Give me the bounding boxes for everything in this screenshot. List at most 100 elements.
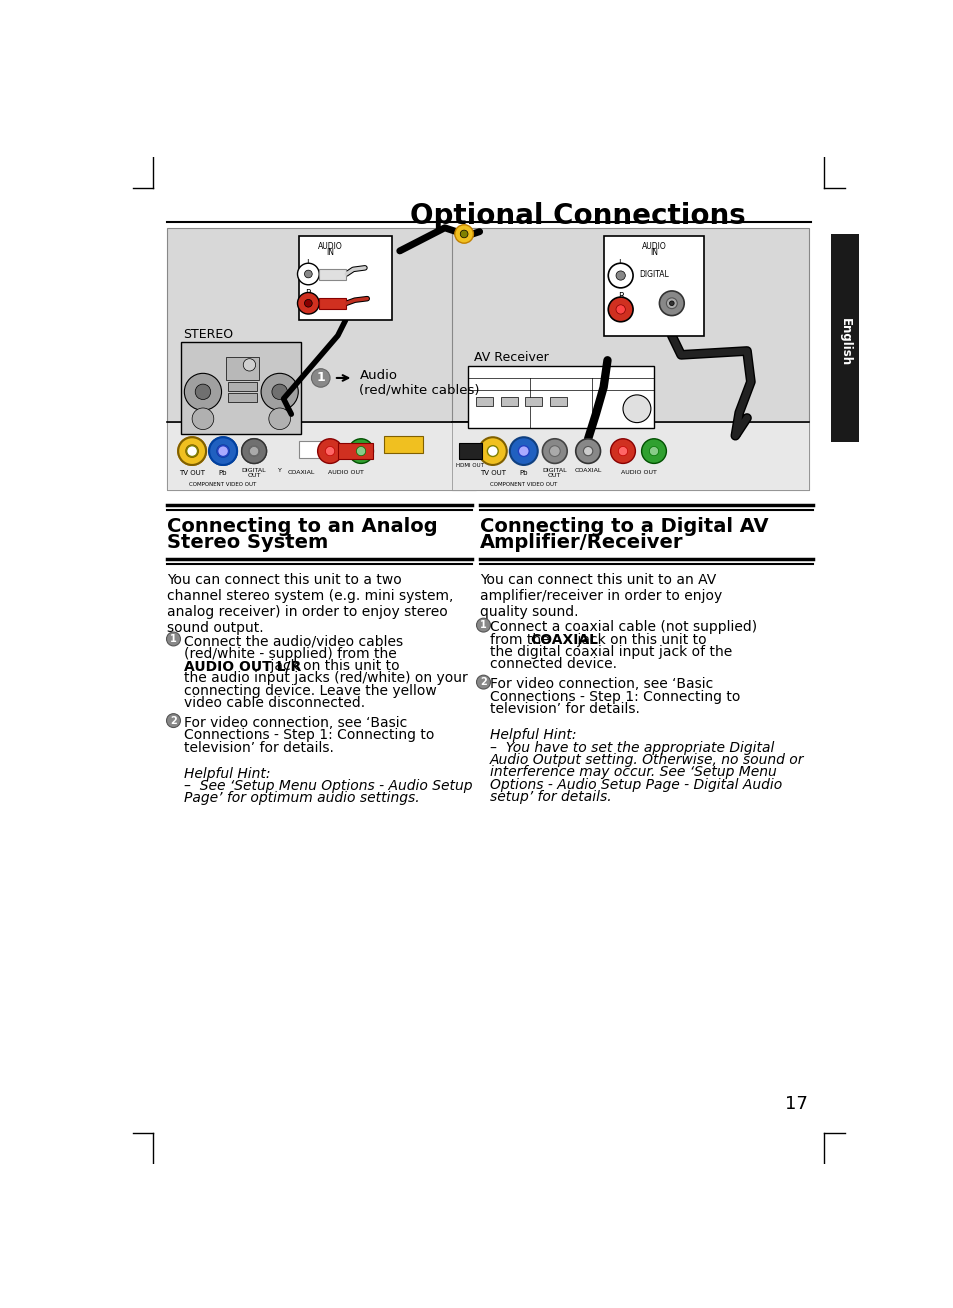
Circle shape — [297, 293, 319, 314]
Circle shape — [459, 230, 468, 238]
Text: Connect a coaxial cable (not supplied): Connect a coaxial cable (not supplied) — [489, 620, 756, 634]
Circle shape — [348, 438, 373, 463]
Circle shape — [192, 408, 213, 429]
Text: Connections - Step 1: Connecting to: Connections - Step 1: Connecting to — [184, 729, 435, 743]
Text: Options - Audio Setup Page - Digital Audio: Options - Audio Setup Page - Digital Aud… — [489, 777, 781, 791]
Circle shape — [241, 438, 266, 463]
Circle shape — [476, 675, 490, 689]
Text: OUT: OUT — [548, 473, 561, 479]
Text: TV OUT: TV OUT — [479, 470, 505, 476]
Text: R: R — [305, 289, 311, 298]
Text: Y: Y — [277, 468, 281, 473]
Circle shape — [641, 438, 666, 463]
Circle shape — [209, 437, 236, 464]
Text: 2: 2 — [479, 678, 486, 687]
Text: For video connection, see ‘Basic: For video connection, see ‘Basic — [489, 678, 712, 692]
Circle shape — [216, 445, 229, 458]
Bar — [319, 268, 346, 280]
Circle shape — [669, 301, 674, 306]
Text: AV Receiver: AV Receiver — [474, 351, 548, 364]
Circle shape — [583, 446, 592, 455]
Text: STEREO: STEREO — [183, 328, 233, 341]
Circle shape — [187, 446, 197, 456]
Text: AUDIO: AUDIO — [317, 242, 342, 251]
Circle shape — [272, 385, 287, 399]
Text: English: English — [838, 318, 851, 366]
Text: For video connection, see ‘Basic: For video connection, see ‘Basic — [184, 715, 407, 730]
Bar — [500, 398, 517, 407]
Bar — [603, 235, 703, 336]
Circle shape — [178, 437, 206, 464]
Text: COMPONENT VIDEO OUT: COMPONENT VIDEO OUT — [490, 481, 557, 487]
Text: Helpful Hint:: Helpful Hint: — [489, 729, 576, 743]
Text: L: L — [618, 259, 622, 268]
Text: jack on this unit to: jack on this unit to — [266, 659, 399, 674]
Text: 1: 1 — [170, 634, 176, 644]
Text: HDMI OUT: HDMI OUT — [456, 463, 484, 468]
Circle shape — [178, 437, 206, 464]
Text: Page’ for optimum audio settings.: Page’ for optimum audio settings. — [184, 791, 419, 806]
Text: IN: IN — [326, 247, 334, 256]
Circle shape — [616, 271, 624, 280]
Circle shape — [659, 290, 683, 315]
Bar — [452, 228, 808, 489]
Circle shape — [622, 395, 650, 422]
Circle shape — [542, 438, 567, 463]
Circle shape — [195, 385, 211, 399]
Text: jack on this unit to: jack on this unit to — [572, 633, 705, 647]
Text: television’ for details.: television’ for details. — [489, 702, 639, 715]
Text: You can connect this unit to an AV
amplifier/receiver in order to enjoy
quality : You can connect this unit to an AV ampli… — [479, 573, 721, 619]
Text: Optional Connections: Optional Connections — [410, 201, 744, 230]
Circle shape — [616, 305, 624, 314]
Bar — [226, 357, 258, 381]
Bar — [298, 441, 337, 458]
Bar — [228, 382, 257, 391]
Bar — [458, 443, 481, 459]
Text: video cable disconnected.: video cable disconnected. — [184, 696, 365, 710]
Text: You can connect this unit to a two
channel stereo system (e.g. mini system,
anal: You can connect this unit to a two chann… — [167, 573, 454, 636]
Text: DIGITAL: DIGITAL — [241, 468, 266, 473]
Text: COAXIAL: COAXIAL — [530, 633, 598, 647]
Circle shape — [649, 446, 658, 455]
Bar — [550, 398, 567, 407]
Bar — [298, 235, 392, 320]
Text: (red/white - supplied) from the: (red/white - supplied) from the — [184, 646, 396, 661]
Text: interference may occur. See ‘Setup Menu: interference may occur. See ‘Setup Menu — [489, 765, 776, 780]
Text: AUDIO: AUDIO — [641, 242, 666, 251]
Text: –  See ‘Setup Menu Options - Audio Setup: – See ‘Setup Menu Options - Audio Setup — [184, 780, 473, 793]
Bar — [831, 234, 858, 442]
Bar — [476, 398, 493, 407]
Text: 17: 17 — [784, 1095, 807, 1113]
Circle shape — [476, 619, 490, 632]
Circle shape — [241, 438, 266, 463]
Circle shape — [610, 438, 635, 463]
Text: AUDIO OUT: AUDIO OUT — [619, 470, 656, 475]
Circle shape — [304, 300, 312, 307]
Text: Audio Output setting. Otherwise, no sound or: Audio Output setting. Otherwise, no soun… — [489, 753, 803, 766]
Text: Connections - Step 1: Connecting to: Connections - Step 1: Connecting to — [489, 689, 740, 704]
Text: IN: IN — [649, 247, 658, 256]
Bar — [181, 341, 301, 434]
Text: DIGITAL: DIGITAL — [542, 468, 566, 473]
Circle shape — [325, 446, 335, 455]
Circle shape — [249, 446, 259, 456]
Text: Stereo System: Stereo System — [167, 532, 328, 552]
Circle shape — [184, 373, 221, 411]
Text: COAXIAL: COAXIAL — [287, 470, 314, 475]
Circle shape — [517, 446, 529, 456]
Circle shape — [455, 225, 473, 243]
Bar — [167, 228, 476, 489]
Text: –  You have to set the appropriate Digital: – You have to set the appropriate Digita… — [489, 740, 773, 755]
Circle shape — [618, 446, 627, 455]
Bar — [319, 298, 346, 310]
Text: AUDIO OUT: AUDIO OUT — [327, 470, 363, 475]
Circle shape — [549, 446, 559, 456]
Text: Connecting to a Digital AV: Connecting to a Digital AV — [479, 518, 767, 536]
Text: 2: 2 — [170, 715, 176, 726]
Circle shape — [487, 446, 497, 456]
Text: television’ for details.: television’ for details. — [184, 740, 334, 755]
Bar — [452, 422, 808, 489]
Text: connecting device. Leave the yellow: connecting device. Leave the yellow — [184, 684, 436, 697]
Circle shape — [317, 438, 342, 463]
Bar — [337, 443, 373, 459]
